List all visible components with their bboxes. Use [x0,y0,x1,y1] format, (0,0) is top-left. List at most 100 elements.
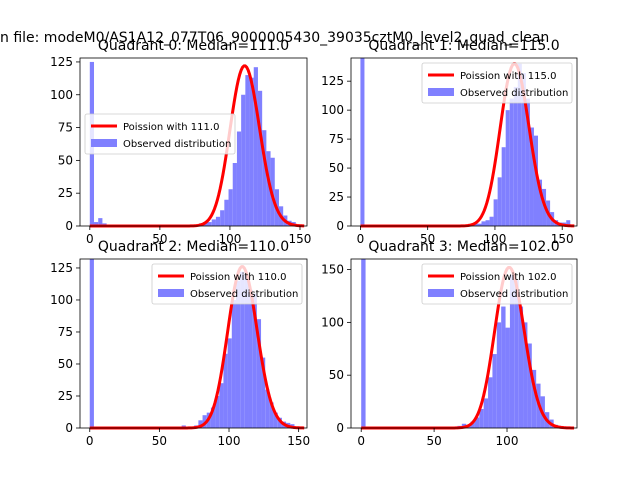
histogram-bar [509,274,515,428]
subplot-title: Quadrant 1: Median=115.0 [368,38,559,54]
histogram-bar [227,338,232,428]
histogram-bar [248,289,253,428]
histogram-bar [470,421,475,428]
legend-bar-swatch [158,289,184,297]
histogram-bar [527,343,532,428]
histogram-bar [211,219,216,226]
histogram-bar [249,77,254,226]
histogram-bar [261,357,266,428]
histogram-bar [210,407,216,428]
histogram-bar [489,216,494,226]
histogram-bar [360,58,365,226]
y-tick-label: 50 [58,357,73,371]
histogram-bar [566,220,571,226]
x-tick-label: 100 [496,434,519,448]
y-tick-label: 25 [58,389,73,403]
legend-label-observed: Observed distribution [190,289,298,300]
y-tick-label: 50 [329,161,344,175]
y-tick-label: 100 [50,88,73,102]
y-tick-label: 0 [336,219,344,233]
histogram-bar [537,179,543,226]
y-tick-label: 75 [329,132,344,146]
histogram-bar [531,369,537,428]
histogram-bar [207,222,212,226]
subplot-2: 0 50 100 150 0 25 50 75 100 125 Quadrant 2: Median… [50,239,310,448]
legend-label-observed: Observed distribution [460,289,568,300]
histogram-bar [257,90,263,226]
legend: Poission with 102.0 Observed distribution [421,263,573,305]
x-tick-label: 150 [551,232,574,246]
histogram-bar [479,408,484,428]
legend-label-fit: Poission with 115.0 [460,71,556,82]
histogram-bar [256,319,262,428]
histogram-bar [525,98,530,226]
legend-label-observed: Observed distribution [123,139,231,150]
legend: Poission with 111.0 Observed distribution [84,113,236,155]
histogram-bar [219,383,224,428]
histogram-bar [488,377,493,428]
y-tick-label: 25 [58,186,73,200]
histogram-bar [262,130,267,226]
y-tick-label: 125 [50,55,73,69]
histogram-bar [517,63,522,226]
x-tick-label: 100 [218,232,241,246]
x-tick-label: 50 [152,232,167,246]
histogram-bar [232,163,237,226]
x-tick-label: 50 [426,434,441,448]
legend-box [421,62,573,104]
histogram-bar [236,131,242,226]
histogram-bar [497,177,502,226]
histogram-bar [474,417,480,428]
histogram-bar [483,398,489,428]
histogram-bar [273,412,278,428]
histogram-bars [89,259,299,428]
x-tick-label: 0 [86,232,94,246]
histogram-bar [277,417,282,428]
x-tick-label: 100 [218,434,241,448]
y-tick-label: 100 [321,315,344,329]
histogram-bar [198,420,203,428]
y-tick-label: 125 [321,74,344,88]
legend-bar-swatch [428,289,454,297]
histogram-bar [240,271,245,428]
subplot-title: Quadrant 2: Median=110.0 [98,239,289,255]
histogram-bar [529,127,534,226]
y-tick-label: 25 [329,190,344,204]
legend-box [84,113,236,155]
histogram-bar [514,280,519,428]
x-tick-label: 150 [287,434,310,448]
histogram-bar [228,189,233,226]
subplot-title: Quadrant 0: Median=111.0 [98,38,289,54]
y-tick-label: 0 [65,219,73,233]
y-tick-label: 125 [50,261,73,275]
legend-box [151,263,303,305]
histogram-bar [215,395,220,428]
figure-suptitle: n file: modeM0/AS1A12_077T06_9000005430_… [0,30,549,46]
histogram-bar [501,306,506,428]
histogram-bar [518,306,524,428]
legend-bar-swatch [428,88,454,96]
x-tick-label: 0 [86,434,94,448]
histogram-bar [269,402,274,428]
y-tick-label: 0 [65,421,73,435]
histogram-bar [241,94,246,226]
y-tick-label: 0 [336,421,344,435]
histogram-bar [505,110,510,226]
histogram-bar [253,67,258,226]
histogram-bar [496,322,502,428]
y-tick-label: 150 [321,263,344,277]
histogram-bar [89,259,94,428]
x-tick-label: 100 [483,232,506,246]
subplot-title: Quadrant 3: Median=102.0 [368,239,559,255]
histogram-bar [513,86,518,226]
histogram-bar [485,220,490,226]
histogram-bar [98,218,103,226]
histogram-bar [265,389,270,428]
x-tick-label: 0 [357,434,365,448]
histogram-bar [235,280,241,428]
histogram-bar [231,299,236,428]
histogram-bar [244,274,249,428]
y-tick-label: 100 [50,293,73,307]
y-tick-label: 75 [58,325,73,339]
